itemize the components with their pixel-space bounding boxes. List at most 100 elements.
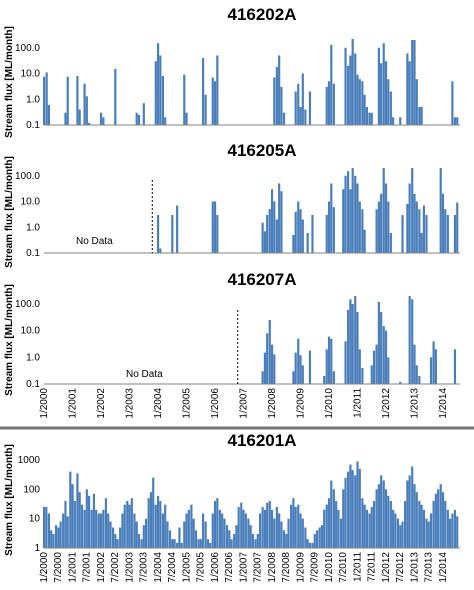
chart-416202A: 416202A Stream flux [ML/month] 0.1 1.0 10.… [4, 5, 460, 138]
bar [135, 112, 138, 125]
bar [50, 530, 53, 548]
bar [446, 214, 449, 253]
bar [176, 542, 179, 548]
bar [225, 525, 229, 548]
bar [380, 475, 383, 548]
bar [451, 81, 454, 125]
x-tick-label: 1/2002 [96, 552, 107, 583]
bar [358, 79, 361, 125]
x-tick-label: 1/2000 [39, 388, 50, 419]
bar [354, 53, 357, 126]
bar [282, 112, 286, 125]
bar [330, 338, 333, 384]
bar [332, 83, 335, 125]
bar [377, 201, 380, 253]
no-data-label: No Data [76, 236, 113, 247]
chart-title: 416202A [227, 5, 296, 24]
bar [446, 509, 449, 548]
bar [368, 112, 371, 125]
bar [211, 77, 214, 125]
y-tick-label: 10 [29, 514, 41, 525]
bar [356, 461, 359, 548]
x-tick-label: 7/2012 [395, 552, 406, 583]
bar [273, 354, 276, 384]
bar [230, 539, 233, 548]
bar [292, 498, 295, 548]
x-tick-label: 1/2007 [238, 388, 249, 419]
x-tick-labels-top: 1/2000 1/2001 1/2002 1/2003 1/2004 1/2005 1/20… [39, 388, 449, 419]
bar [451, 513, 454, 548]
bar [444, 209, 447, 253]
bar [396, 518, 400, 548]
bar [294, 352, 297, 384]
bar [237, 506, 240, 548]
bar [306, 539, 309, 548]
bar [315, 530, 319, 548]
bar [216, 55, 219, 126]
bar [244, 513, 247, 548]
x-tick-label: 1/2014 [438, 552, 449, 583]
bar [171, 214, 174, 253]
bar [377, 484, 380, 548]
bar [99, 112, 103, 125]
bar [344, 341, 347, 384]
y-tick-label: 10.0 [21, 69, 41, 80]
x-tick-label: 1/2009 [295, 552, 306, 583]
bar [137, 534, 141, 548]
x-tick-label: 1/2000 [39, 552, 50, 583]
bar [166, 521, 169, 548]
bar [408, 183, 411, 253]
bar [292, 371, 295, 384]
bar-series [42, 461, 459, 548]
bar [280, 86, 283, 125]
bar [413, 193, 416, 253]
x-tick-labels-bottom: 1/2000 7/2000 1/2001 7/2001 1/2002 7/2002 1/20… [39, 552, 449, 583]
bar [365, 107, 369, 125]
bar [164, 504, 167, 548]
bar [223, 518, 226, 548]
bar [57, 527, 60, 548]
bar [213, 501, 217, 548]
chart-416205A: 416205A Stream flux [ML/month] 0.1 1.0 10.… [4, 141, 460, 268]
bar [168, 530, 172, 548]
x-tick-label: 1/2010 [324, 552, 335, 583]
bar [349, 299, 352, 384]
bar [201, 513, 205, 548]
bar [387, 79, 390, 125]
no-data-label: No Data [126, 369, 163, 380]
bar [294, 211, 297, 253]
bar [123, 504, 126, 548]
bar [256, 534, 259, 548]
bar [311, 214, 314, 253]
bar [268, 209, 271, 253]
bar [327, 498, 331, 548]
y-tick-label: 100.0 [15, 171, 40, 182]
bar [372, 501, 376, 548]
bar [380, 312, 383, 384]
bar [408, 475, 411, 548]
y-axis-label: Stream flux [ML/month] [4, 26, 15, 138]
x-tick-label: 1/2006 [210, 388, 221, 419]
bar [109, 521, 112, 548]
bar [52, 534, 55, 548]
bar [62, 513, 65, 548]
bar [456, 117, 459, 125]
bar [415, 201, 418, 253]
bar [347, 65, 350, 125]
x-tick-label: 7/2013 [424, 552, 435, 583]
chart-416201A: 416201A Stream flux [ML/month] 1 10 100 100… [4, 431, 460, 583]
x-tick-label: 7/2007 [253, 552, 264, 583]
bar [382, 480, 385, 548]
bar [142, 103, 145, 125]
bar [327, 336, 331, 384]
bar [180, 542, 183, 548]
bar [266, 214, 269, 253]
bar [456, 202, 459, 253]
bar [297, 504, 300, 548]
bar [201, 57, 205, 125]
bar [301, 219, 304, 253]
bar [216, 498, 219, 548]
bar [339, 518, 343, 548]
bar [135, 521, 138, 548]
bar [297, 201, 300, 253]
